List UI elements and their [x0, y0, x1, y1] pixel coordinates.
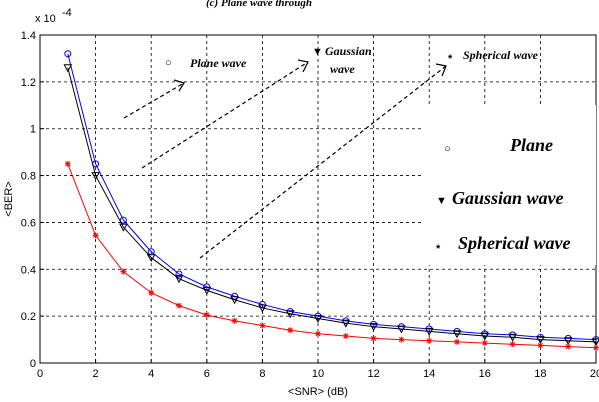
y-exponent-label: x 10	[35, 13, 56, 25]
data-point	[202, 286, 212, 295]
data-point	[64, 160, 71, 167]
series-2	[64, 160, 599, 351]
data-point	[287, 327, 294, 334]
data-point	[509, 341, 516, 348]
y-tick-label: 1.2	[21, 77, 36, 89]
figure-header: (c) Plane wave through	[206, 0, 312, 9]
y-tick-label: 1.4	[21, 30, 36, 42]
data-point	[424, 327, 434, 336]
arrow-plane	[123, 82, 185, 119]
arrow-heads	[173, 59, 447, 92]
series-1	[63, 64, 599, 347]
data-point	[285, 310, 295, 319]
data-point	[176, 302, 182, 309]
data-point	[146, 254, 156, 263]
data-point	[565, 343, 572, 350]
anno-plane-small-label: Plane wave	[190, 56, 247, 70]
anno-spherical-large-label: Spherical wave	[458, 233, 571, 253]
anno-gaussian-small-label1: Gaussian	[325, 44, 372, 58]
data-point	[342, 333, 349, 340]
data-point	[454, 338, 460, 345]
data-point	[120, 268, 127, 275]
data-point	[64, 50, 72, 58]
data-point	[481, 340, 488, 347]
data-point	[315, 330, 321, 337]
data-point	[563, 337, 573, 346]
x-tick-label: 2	[93, 368, 99, 380]
data-point	[175, 270, 183, 278]
y-tick-label: 0.6	[21, 217, 36, 229]
axis-ticks: 0 2 4 6 8 10 12 14 16 18 20 0 0.2 0.4 0.6 0.8 1 1.2 1.4	[21, 30, 599, 380]
series-line	[67, 163, 597, 349]
data-point	[370, 335, 377, 342]
data-point	[174, 275, 184, 284]
y-exponent-power: -4	[62, 7, 72, 19]
arrow-plane-head	[173, 79, 185, 92]
x-tick-label: 12	[367, 368, 379, 380]
data-point	[231, 317, 238, 324]
data-point	[119, 216, 127, 224]
series-line	[67, 67, 597, 343]
anno-plane-large-symbol: ○	[444, 143, 451, 155]
y-tick-label: 0	[30, 358, 36, 370]
x-tick-label: 16	[479, 368, 491, 380]
y-tick-label: 0.4	[21, 264, 36, 276]
arrow-gaussian-head	[297, 59, 309, 73]
x-tick-label: 10	[312, 368, 324, 380]
arrow-spherical	[199, 65, 447, 259]
x-tick-label: 14	[423, 368, 435, 380]
arrow-gaussian	[141, 61, 309, 169]
x-tick-label: 0	[37, 368, 43, 380]
anno-plane-small-symbol: ○	[165, 57, 172, 69]
data-point	[148, 289, 155, 296]
data-point	[119, 223, 128, 232]
x-tick-label: 4	[148, 368, 154, 380]
data-point	[593, 344, 599, 351]
data-point	[397, 325, 406, 334]
data-point	[369, 323, 378, 332]
data-point	[313, 314, 323, 324]
data-point	[398, 336, 405, 343]
arrow-spherical-head	[435, 63, 447, 77]
y-tick-label: 0.2	[21, 311, 36, 323]
x-axis-title: <SNR> (dB)	[288, 386, 348, 398]
y-axis-title: <BER>	[3, 181, 15, 216]
data-point	[426, 337, 433, 344]
x-tick-label: 20	[590, 368, 599, 380]
anno-spherical-small-symbol: *	[448, 53, 453, 65]
data-point	[91, 172, 100, 181]
data-point	[536, 336, 545, 345]
data-point	[92, 232, 99, 239]
x-tick-label: 8	[259, 368, 265, 380]
data-point	[258, 304, 267, 313]
x-tick-label: 18	[534, 368, 546, 380]
anno-plane-large-label: Plane	[509, 135, 553, 155]
data-point	[203, 311, 210, 318]
x-tick-label: 6	[204, 368, 210, 380]
data-point	[537, 342, 544, 349]
anno-gaussian-large-symbol: ▼	[436, 195, 447, 207]
y-tick-label: 0.8	[21, 171, 36, 183]
y-tick-label: 1	[30, 124, 36, 136]
data-point	[341, 319, 351, 328]
anno-gaussian-small-label2: wave	[330, 62, 355, 76]
anno-gaussian-small-symbol: ▼	[312, 46, 323, 58]
series-layer	[63, 50, 599, 351]
data-point	[591, 338, 599, 347]
data-point	[480, 332, 490, 341]
data-point	[259, 322, 266, 329]
data-point	[63, 64, 73, 73]
anno-spherical-large-symbol: *	[436, 243, 441, 255]
anno-spherical-small-label: Spherical wave	[463, 48, 539, 62]
data-point	[230, 296, 239, 305]
annotation-arrows	[123, 61, 447, 259]
data-point	[508, 333, 517, 342]
series-line	[67, 53, 597, 341]
annotation-panel	[422, 105, 596, 265]
data-point	[452, 330, 462, 339]
anno-gaussian-large-label: Gaussian wave	[452, 188, 564, 208]
